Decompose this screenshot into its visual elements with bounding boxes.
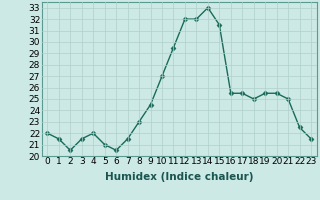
X-axis label: Humidex (Indice chaleur): Humidex (Indice chaleur) bbox=[105, 172, 253, 182]
